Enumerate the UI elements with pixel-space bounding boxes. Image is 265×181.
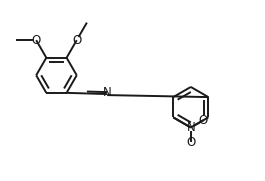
Text: O: O	[72, 34, 81, 47]
Text: N: N	[103, 86, 112, 99]
Text: N: N	[186, 121, 195, 134]
Text: O: O	[186, 136, 195, 149]
Text: O: O	[199, 114, 208, 127]
Text: O: O	[32, 34, 41, 47]
